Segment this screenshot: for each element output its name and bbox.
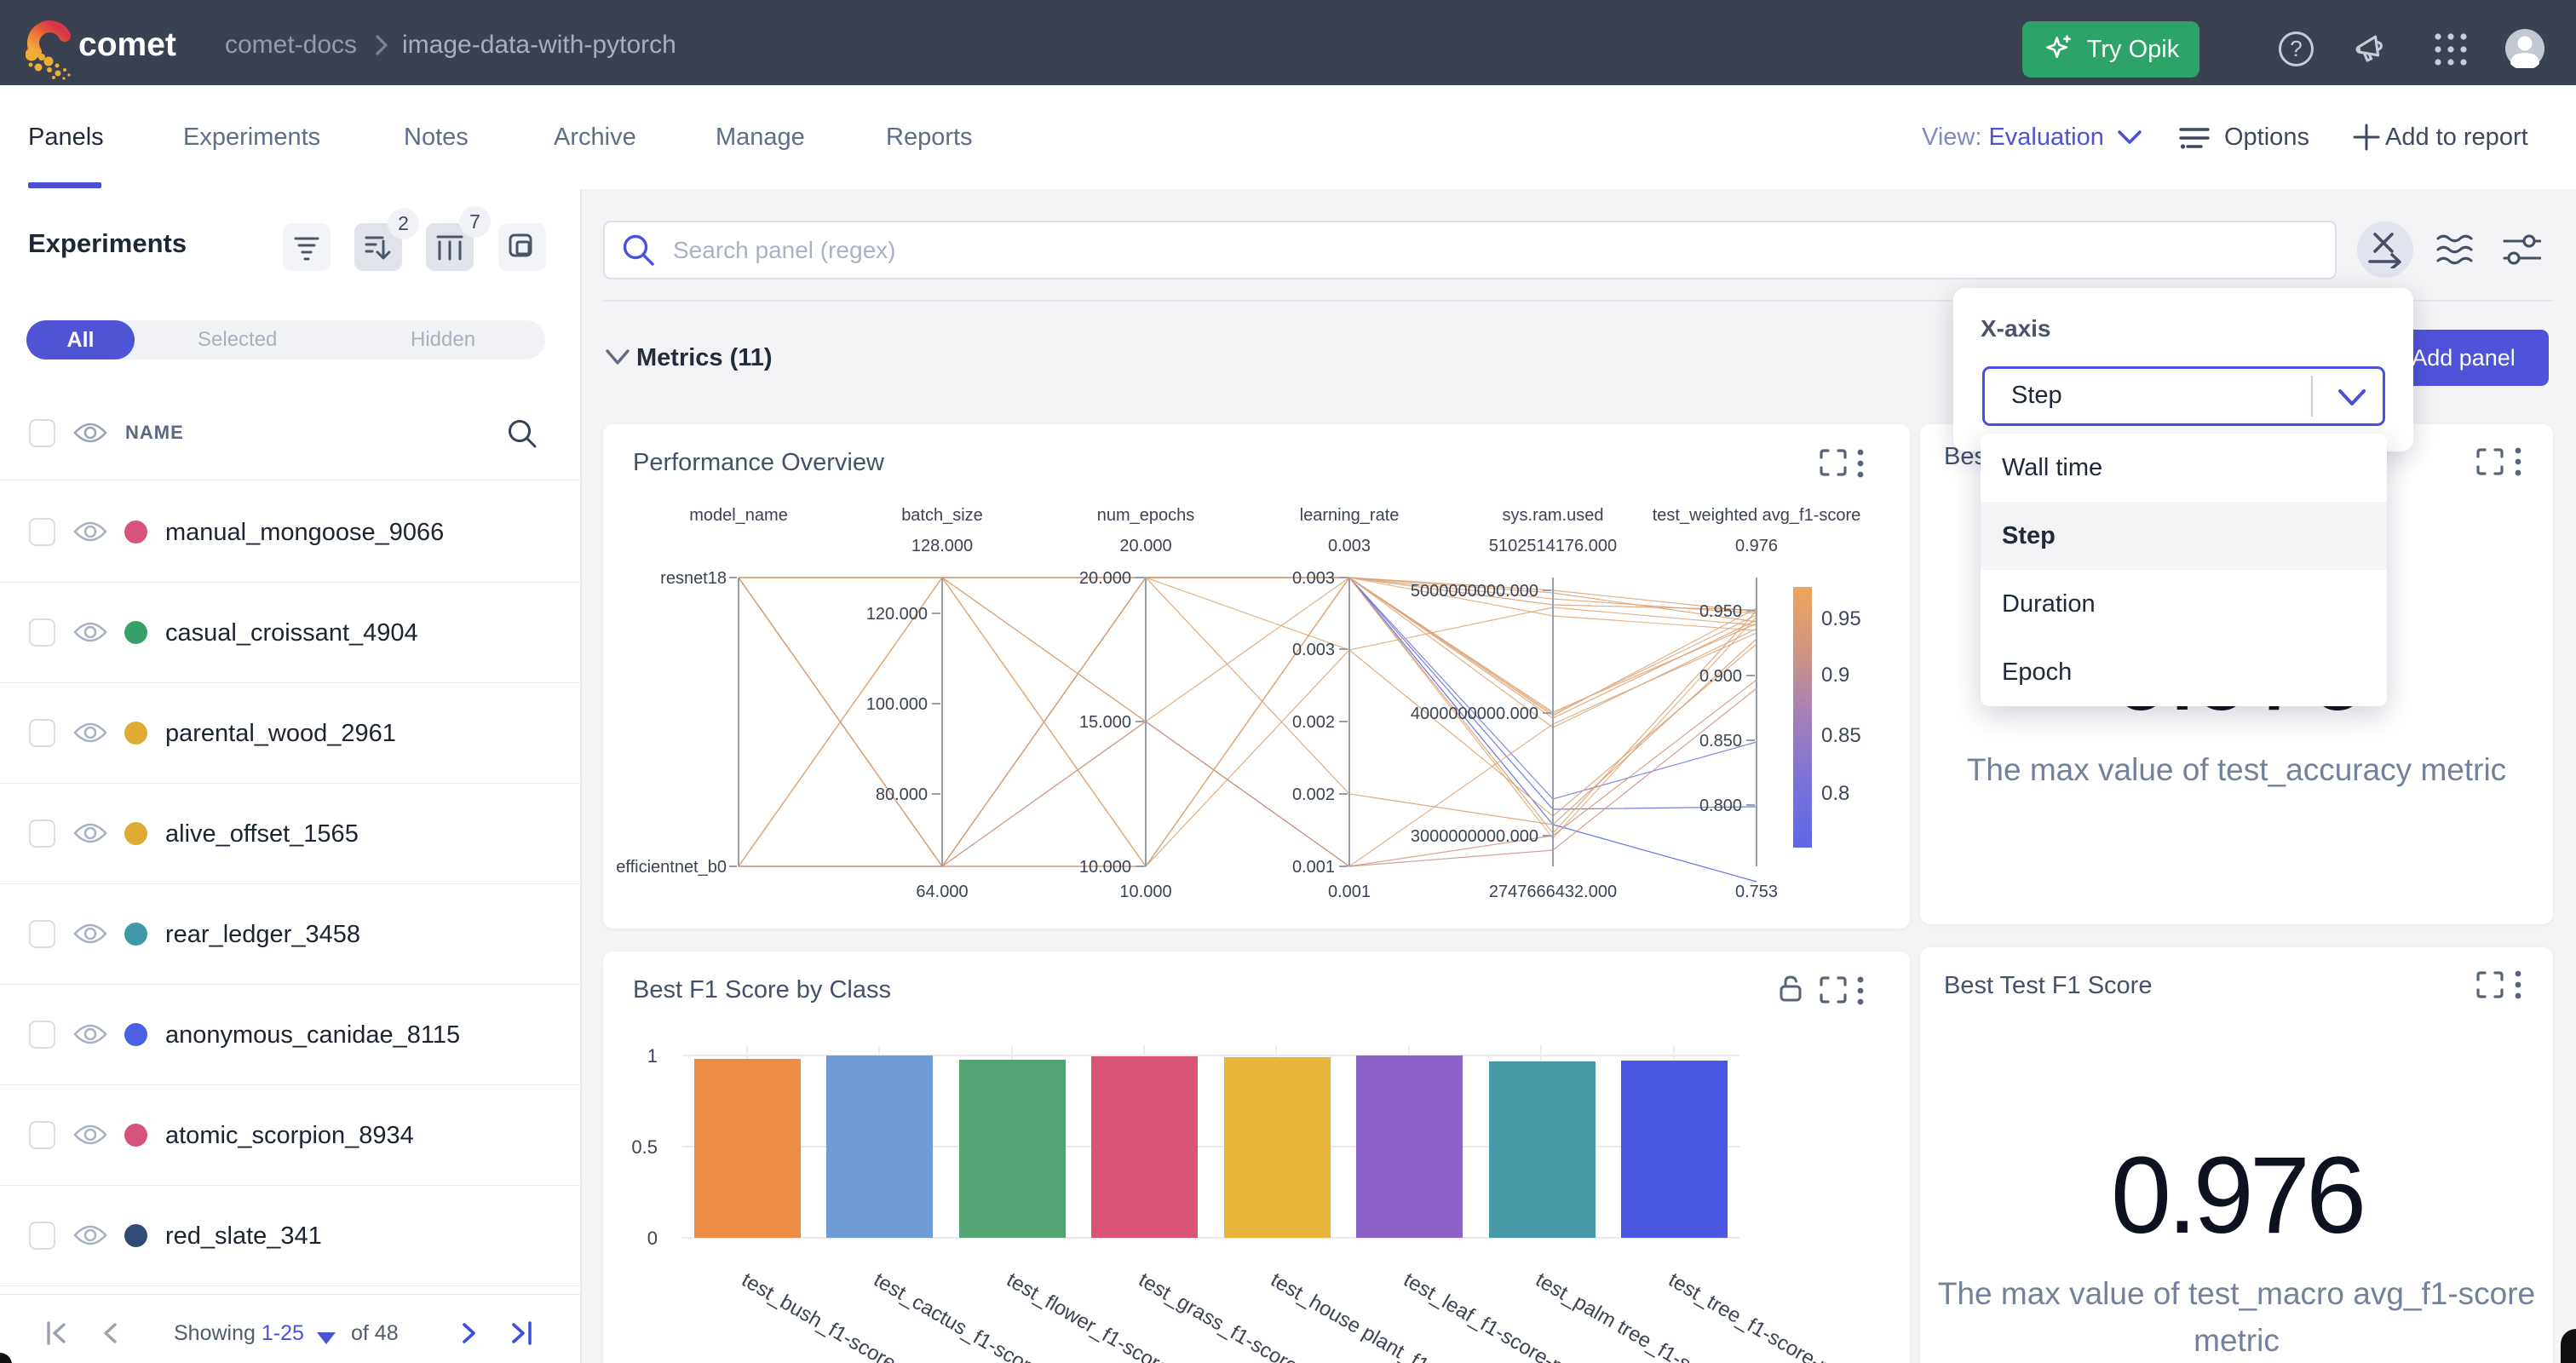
svg-text:3000000000.000: 3000000000.000	[1411, 827, 1538, 846]
svg-text:?: ?	[2290, 36, 2302, 61]
svg-text:0.001: 0.001	[1292, 858, 1335, 877]
svg-text:0.900: 0.900	[1699, 667, 1742, 686]
svg-text:0.5: 0.5	[631, 1136, 658, 1158]
svg-text:0.753: 0.753	[1735, 883, 1778, 901]
svg-text:0.976: 0.976	[1735, 537, 1778, 555]
svg-text:test_tree_f1-score-macro: test_tree_f1-score-macro	[1665, 1268, 1874, 1363]
svg-text:0.001: 0.001	[1328, 883, 1371, 901]
svg-text:0.800: 0.800	[1699, 797, 1742, 815]
svg-text:batch_size: batch_size	[901, 506, 983, 525]
svg-text:sys.ram.used: sys.ram.used	[1503, 506, 1604, 525]
svg-text:efficientnet_b0: efficientnet_b0	[616, 858, 727, 877]
svg-text:0: 0	[647, 1228, 658, 1249]
svg-text:0.002: 0.002	[1292, 785, 1335, 804]
svg-text:test_weighted avg_f1-score: test_weighted avg_f1-score	[1653, 506, 1861, 525]
svg-text:1: 1	[647, 1045, 658, 1067]
svg-text:0.95: 0.95	[1821, 607, 1861, 630]
svg-text:0.9: 0.9	[1821, 664, 1849, 687]
svg-text:80.000: 80.000	[876, 785, 928, 804]
svg-text:0.850: 0.850	[1699, 732, 1742, 751]
svg-text:0.85: 0.85	[1821, 724, 1861, 747]
svg-text:resnet18: resnet18	[660, 569, 727, 588]
svg-text:10.000: 10.000	[1119, 883, 1171, 901]
svg-text:0.003: 0.003	[1292, 569, 1335, 588]
svg-text:2747666432.000: 2747666432.000	[1489, 883, 1617, 901]
svg-text:15.000: 15.000	[1079, 713, 1131, 732]
svg-text:0.002: 0.002	[1292, 713, 1335, 732]
svg-text:model_name: model_name	[689, 506, 788, 525]
svg-text:0.950: 0.950	[1699, 602, 1742, 621]
svg-text:num_epochs: num_epochs	[1097, 506, 1195, 525]
svg-text:0.003: 0.003	[1328, 537, 1371, 555]
svg-text:100.000: 100.000	[866, 695, 928, 714]
svg-text:120.000: 120.000	[866, 605, 928, 624]
svg-text:5000000000.000: 5000000000.000	[1411, 582, 1538, 601]
svg-text:learning_rate: learning_rate	[1300, 506, 1400, 525]
svg-text:0.8: 0.8	[1821, 782, 1849, 805]
svg-text:128.000: 128.000	[911, 537, 973, 555]
svg-text:20.000: 20.000	[1119, 537, 1171, 555]
svg-text:test_leaf_f1-score-macro: test_leaf_f1-score-macro	[1400, 1268, 1607, 1363]
svg-text:64.000: 64.000	[916, 883, 968, 901]
svg-text:20.000: 20.000	[1079, 569, 1131, 588]
svg-text:5102514176.000: 5102514176.000	[1489, 537, 1617, 555]
svg-text:10.000: 10.000	[1079, 858, 1131, 877]
svg-text:0.003: 0.003	[1292, 641, 1335, 659]
svg-text:4000000000.000: 4000000000.000	[1411, 705, 1538, 723]
